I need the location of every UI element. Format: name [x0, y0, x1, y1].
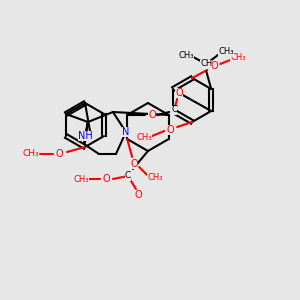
Text: O: O [210, 61, 218, 71]
Text: C: C [125, 172, 131, 181]
Text: CH₃: CH₃ [23, 149, 39, 158]
Text: CH₃: CH₃ [136, 134, 152, 142]
Text: O: O [176, 88, 183, 98]
Text: O: O [102, 174, 110, 184]
Text: N: N [122, 127, 130, 137]
Text: CH₃: CH₃ [218, 47, 234, 56]
Text: CH₃: CH₃ [147, 173, 163, 182]
Text: O: O [134, 190, 142, 200]
Text: CH₃: CH₃ [178, 50, 194, 59]
Text: O: O [167, 125, 174, 135]
Text: O: O [55, 149, 63, 159]
Text: CH₃: CH₃ [230, 53, 246, 62]
Text: O: O [130, 159, 138, 169]
Text: NH: NH [78, 131, 92, 141]
Text: CH: CH [200, 59, 212, 68]
Text: C: C [171, 106, 177, 115]
Text: O: O [148, 110, 156, 120]
Text: CH₃: CH₃ [73, 175, 89, 184]
